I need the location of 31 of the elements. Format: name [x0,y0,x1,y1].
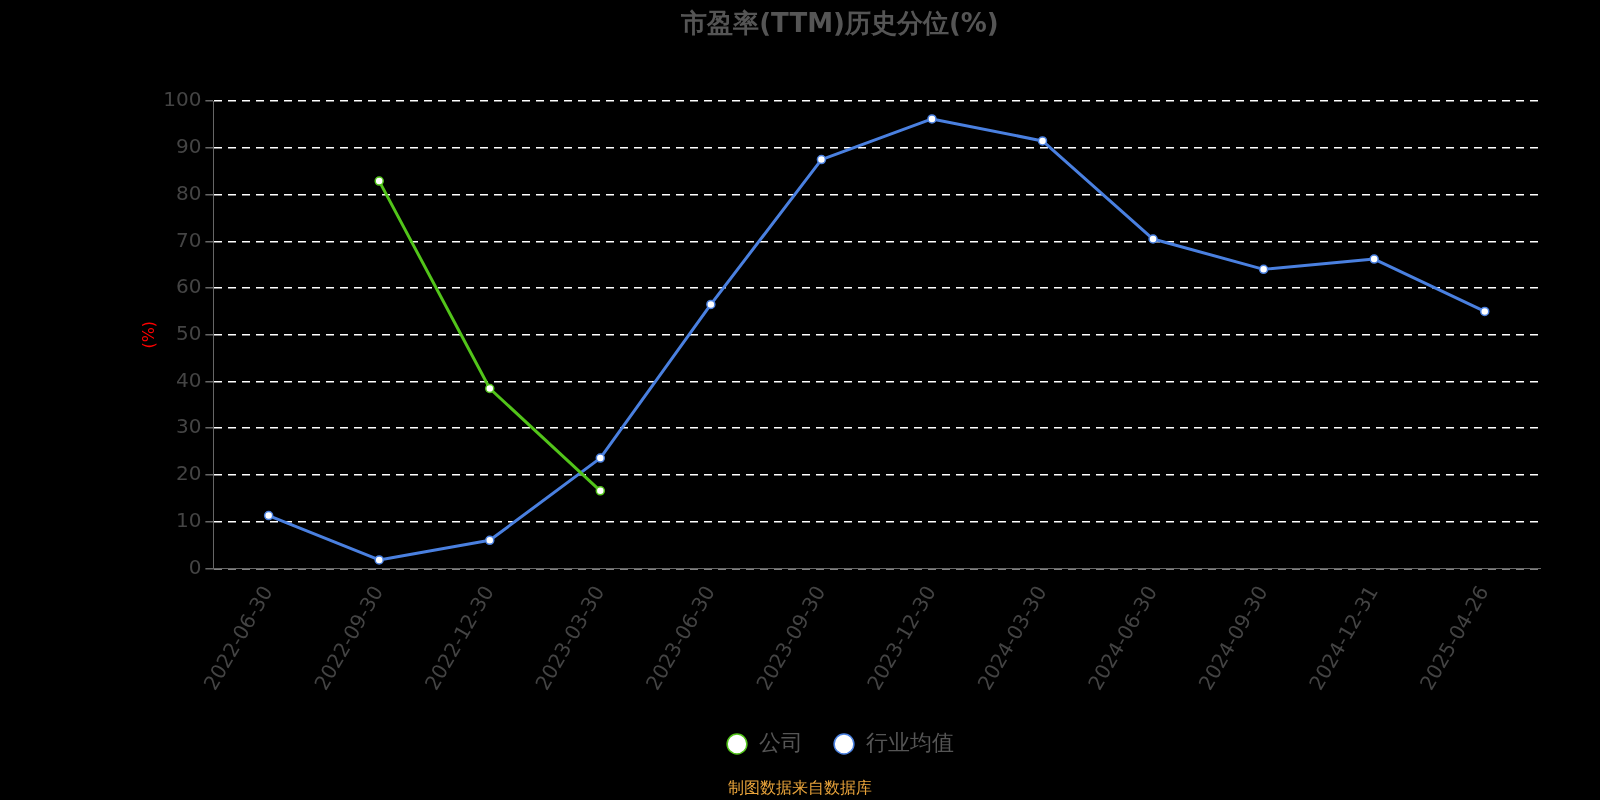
legend-label: 公司 [759,729,803,755]
point [706,299,716,310]
y-tick-label: 40 [175,367,202,392]
y-tick-label: 50 [175,320,202,345]
y-tick-label: 30 [175,414,202,439]
point [927,114,937,124]
y-axis-title: (%) [138,320,158,349]
chart-title: 市盈率(TTM)历史分位(%) [680,8,999,39]
y-tick-label: 0 [188,554,202,579]
point [816,154,827,165]
point [1148,234,1158,244]
point [1369,254,1379,264]
text: 制图数据来自数据库 [727,778,873,799]
y-tick-label: 10 [175,507,202,532]
point [1037,136,1048,146]
point [374,176,384,186]
point [595,453,606,463]
point [374,555,384,565]
point [263,510,274,521]
y-tick-label: 100 [163,87,202,112]
y-tick-label: 70 [175,227,202,252]
y-tick-label: 20 [175,461,202,486]
point [595,486,606,496]
y-tick-label: 90 [175,134,202,159]
point [485,383,495,394]
point [1258,264,1269,275]
y-tick-label: 80 [175,180,202,205]
y-tick-label: 60 [175,274,202,299]
point [1479,306,1490,317]
point [485,535,495,546]
legend-label: 行业均值 [866,729,954,755]
